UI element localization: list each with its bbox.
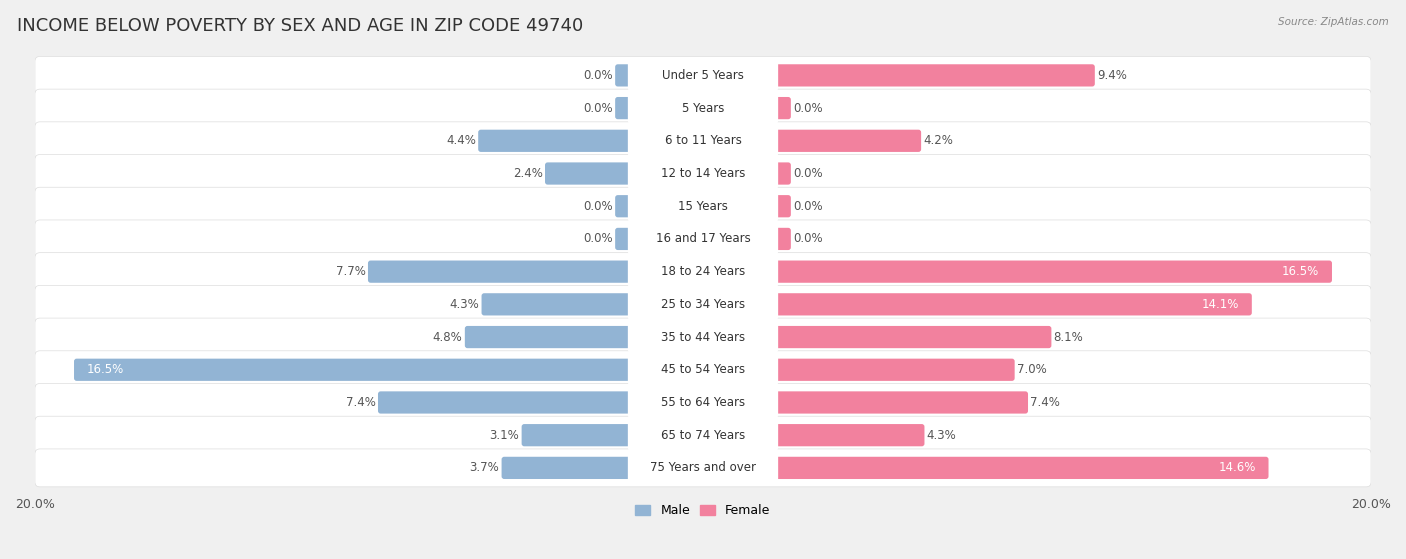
FancyBboxPatch shape [368,260,630,283]
FancyBboxPatch shape [776,424,925,446]
FancyBboxPatch shape [378,391,630,414]
Text: 16.5%: 16.5% [87,363,124,376]
FancyBboxPatch shape [776,293,1251,315]
FancyBboxPatch shape [616,195,630,217]
FancyBboxPatch shape [481,293,630,315]
Text: 0.0%: 0.0% [793,167,823,180]
Text: 4.8%: 4.8% [433,330,463,344]
Text: 18 to 24 Years: 18 to 24 Years [661,265,745,278]
Text: 16.5%: 16.5% [1282,265,1319,278]
FancyBboxPatch shape [35,416,1371,454]
Text: 75 Years and over: 75 Years and over [650,461,756,475]
FancyBboxPatch shape [75,359,630,381]
FancyBboxPatch shape [776,359,1015,381]
FancyBboxPatch shape [776,326,1052,348]
FancyBboxPatch shape [628,125,778,157]
Text: 4.3%: 4.3% [927,429,956,442]
Text: 55 to 64 Years: 55 to 64 Years [661,396,745,409]
FancyBboxPatch shape [465,326,630,348]
Text: 14.6%: 14.6% [1219,461,1256,475]
FancyBboxPatch shape [776,228,790,250]
Text: 4.2%: 4.2% [924,134,953,148]
Text: 0.0%: 0.0% [583,233,613,245]
FancyBboxPatch shape [35,122,1371,160]
FancyBboxPatch shape [776,391,1028,414]
FancyBboxPatch shape [776,97,790,119]
FancyBboxPatch shape [35,318,1371,356]
Text: 6 to 11 Years: 6 to 11 Years [665,134,741,148]
FancyBboxPatch shape [628,288,778,320]
Text: 3.7%: 3.7% [470,461,499,475]
Text: 2.4%: 2.4% [513,167,543,180]
FancyBboxPatch shape [776,163,790,184]
FancyBboxPatch shape [35,351,1371,389]
Legend: Male, Female: Male, Female [630,499,776,522]
Text: 15 Years: 15 Years [678,200,728,213]
FancyBboxPatch shape [628,92,778,124]
FancyBboxPatch shape [35,286,1371,323]
FancyBboxPatch shape [628,223,778,255]
Text: 16 and 17 Years: 16 and 17 Years [655,233,751,245]
Text: 0.0%: 0.0% [583,69,613,82]
Text: 7.4%: 7.4% [1031,396,1060,409]
FancyBboxPatch shape [776,130,921,152]
FancyBboxPatch shape [628,452,778,484]
FancyBboxPatch shape [628,419,778,451]
FancyBboxPatch shape [776,260,1331,283]
Text: 12 to 14 Years: 12 to 14 Years [661,167,745,180]
FancyBboxPatch shape [35,154,1371,192]
Text: 9.4%: 9.4% [1097,69,1128,82]
Text: INCOME BELOW POVERTY BY SEX AND AGE IN ZIP CODE 49740: INCOME BELOW POVERTY BY SEX AND AGE IN Z… [17,17,583,35]
Text: 7.4%: 7.4% [346,396,375,409]
FancyBboxPatch shape [616,228,630,250]
FancyBboxPatch shape [478,130,630,152]
Text: 45 to 54 Years: 45 to 54 Years [661,363,745,376]
FancyBboxPatch shape [628,191,778,222]
FancyBboxPatch shape [628,321,778,353]
FancyBboxPatch shape [628,387,778,418]
Text: Source: ZipAtlas.com: Source: ZipAtlas.com [1278,17,1389,27]
FancyBboxPatch shape [616,97,630,119]
Text: 5 Years: 5 Years [682,102,724,115]
FancyBboxPatch shape [628,354,778,386]
Text: 65 to 74 Years: 65 to 74 Years [661,429,745,442]
FancyBboxPatch shape [546,163,630,184]
FancyBboxPatch shape [35,253,1371,291]
FancyBboxPatch shape [35,56,1371,94]
Text: 8.1%: 8.1% [1053,330,1084,344]
FancyBboxPatch shape [35,449,1371,487]
FancyBboxPatch shape [776,457,1268,479]
FancyBboxPatch shape [35,383,1371,421]
FancyBboxPatch shape [35,220,1371,258]
Text: 35 to 44 Years: 35 to 44 Years [661,330,745,344]
Text: 0.0%: 0.0% [793,233,823,245]
FancyBboxPatch shape [776,195,790,217]
Text: 14.1%: 14.1% [1202,298,1239,311]
Text: 0.0%: 0.0% [793,102,823,115]
FancyBboxPatch shape [628,158,778,189]
Text: 0.0%: 0.0% [583,200,613,213]
Text: 3.1%: 3.1% [489,429,519,442]
FancyBboxPatch shape [616,64,630,87]
Text: 25 to 34 Years: 25 to 34 Years [661,298,745,311]
FancyBboxPatch shape [35,187,1371,225]
FancyBboxPatch shape [522,424,630,446]
FancyBboxPatch shape [628,60,778,91]
Text: 4.3%: 4.3% [450,298,479,311]
Text: 4.4%: 4.4% [446,134,475,148]
Text: 7.0%: 7.0% [1017,363,1046,376]
Text: 0.0%: 0.0% [583,102,613,115]
FancyBboxPatch shape [35,89,1371,127]
Text: Under 5 Years: Under 5 Years [662,69,744,82]
FancyBboxPatch shape [502,457,630,479]
Text: 0.0%: 0.0% [793,200,823,213]
Text: 7.7%: 7.7% [336,265,366,278]
FancyBboxPatch shape [628,256,778,287]
FancyBboxPatch shape [776,64,1095,87]
